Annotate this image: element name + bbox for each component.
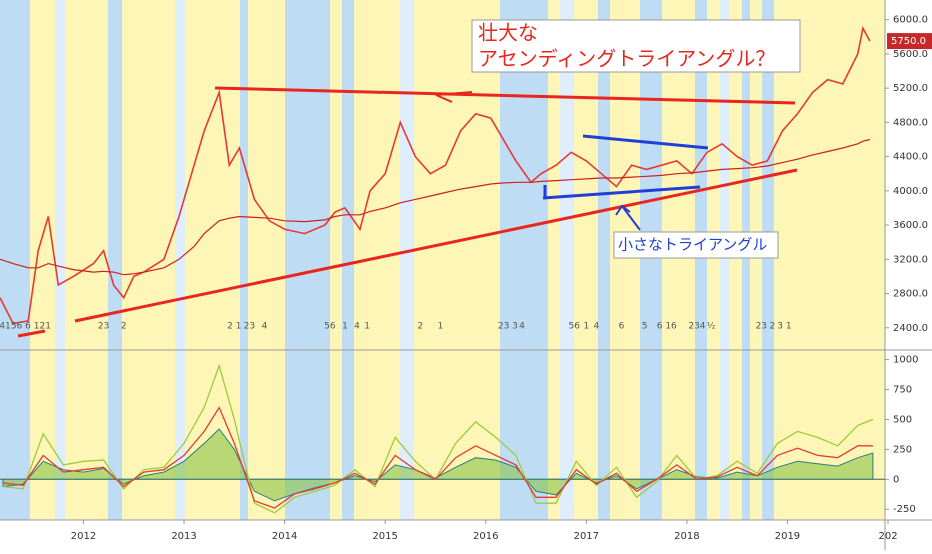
y-tick-label: 750 <box>893 385 912 396</box>
marker-label: 56 <box>569 322 581 332</box>
marker-label: 2 <box>121 322 127 332</box>
triangle-lines <box>542 134 709 231</box>
marker-label: 23 <box>244 322 255 332</box>
y-tick-label: -250 <box>893 504 916 515</box>
annotation: 小さなトライアングル <box>618 236 767 254</box>
y-tick-label: 5200.0 <box>893 83 928 94</box>
x-tick-label: 2014 <box>272 531 297 542</box>
y-tick-label: 1000 <box>893 355 918 366</box>
x-tick-label: 2013 <box>171 531 196 542</box>
x-tick-label: 2019 <box>775 531 800 542</box>
area <box>2 428 874 502</box>
marker-label: 6 <box>619 322 625 332</box>
y-tick-label: 5600.0 <box>893 49 928 60</box>
marker-label: ½ <box>707 322 716 332</box>
annotation: アセンディングトライアングル？ <box>478 47 775 71</box>
marker-label: 1 <box>583 322 589 332</box>
y-tick-label: 0 <box>893 474 899 485</box>
marker-label: 2 1 <box>227 322 241 332</box>
marker-label: 4 <box>354 322 360 332</box>
y-tick-label: 6000.0 <box>893 15 928 26</box>
y-tick-label: 4400.0 <box>893 152 928 163</box>
marker-label: 23 <box>756 322 767 332</box>
line <box>0 138 871 276</box>
y-tick-label: 500 <box>893 414 912 425</box>
y-tick-label: 4800.0 <box>893 117 928 128</box>
y-tick-label: 2400.0 <box>893 323 928 334</box>
background <box>0 0 885 520</box>
marker-label: 4 <box>262 322 268 332</box>
x-tick-label: 2018 <box>674 531 699 542</box>
marker-label: 21 <box>40 322 51 332</box>
price-label: 5750.0 <box>891 36 926 47</box>
marker-label: 2 <box>418 322 424 332</box>
background-bands <box>0 0 774 520</box>
marker-label: 4 <box>594 322 600 332</box>
marker-label: 6 16 <box>657 322 677 332</box>
marker-label: 4 <box>519 322 525 332</box>
x-tick-label: 2015 <box>372 531 397 542</box>
marker-label: 3 1 <box>777 322 791 332</box>
y-tick-label: 3200.0 <box>893 254 928 265</box>
y-tick-label: 2800.0 <box>893 289 928 300</box>
marker-label: 5 <box>642 322 648 332</box>
marker-label: 23 3 <box>498 322 518 332</box>
y-tick-label: 3600.0 <box>893 220 928 231</box>
marker-label: 23 <box>98 322 109 332</box>
trend-lines <box>17 86 798 338</box>
marker-label: 56 6 1 <box>11 322 40 332</box>
annotation-box <box>471 19 801 73</box>
x-tick-label: 202 <box>878 531 897 542</box>
x-tick-label: 2012 <box>71 531 96 542</box>
x-tick-label: 2017 <box>574 531 599 542</box>
annotation: 壮大な <box>478 21 538 45</box>
background-bands-light <box>55 0 730 520</box>
marker-label: 1 <box>438 322 444 332</box>
line <box>2 406 873 509</box>
price-badge <box>887 33 932 50</box>
y-tick-label: 4000.0 <box>893 186 928 197</box>
y-tick-label: 250 <box>893 444 912 455</box>
marker-label: 2 <box>769 322 775 332</box>
x-tick-label: 2016 <box>473 531 498 542</box>
marker-label: 1 <box>342 322 348 332</box>
marker-label: 1 <box>364 322 370 332</box>
marker-label: 56 <box>324 322 336 332</box>
line <box>0 25 871 325</box>
marker-label: 234 <box>688 322 705 332</box>
marker-label: 41 <box>0 322 11 332</box>
annotation-box <box>613 231 779 259</box>
